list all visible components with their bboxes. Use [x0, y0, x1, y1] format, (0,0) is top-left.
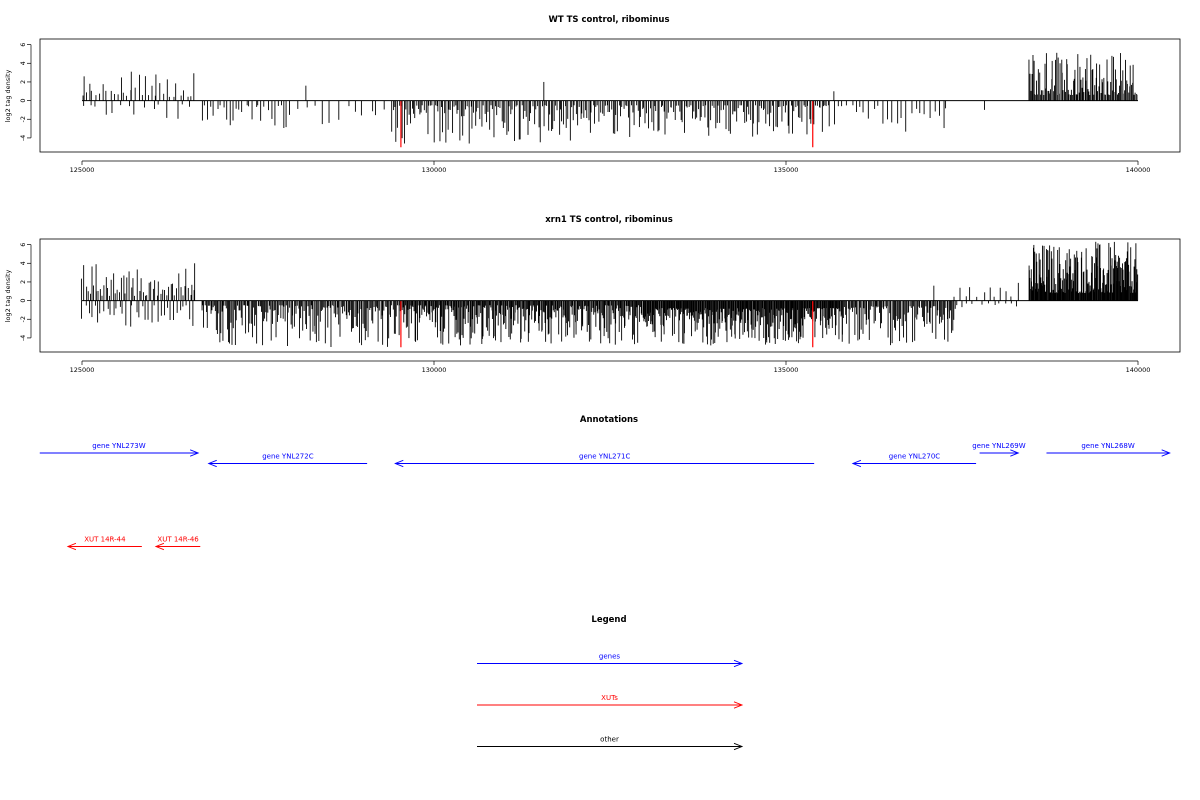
panel-xrn1-y-tick-label: 6 [19, 243, 27, 247]
panel-xrn1-y-tick-label: -2 [19, 316, 27, 322]
panel-wt-y-tick-label: -2 [19, 116, 27, 122]
panel-wt-title: WT TS control, ribominus [548, 15, 669, 25]
panel-xrn1-y-tick-label: -4 [19, 335, 27, 341]
xut-track-label: XUT 14R-46 [157, 536, 199, 544]
panel-xrn1-highlights [400, 300, 814, 348]
annotations-title: Annotations [580, 415, 638, 425]
legend-panel: Legend genes XUTs other [477, 615, 744, 751]
legend-title: Legend [591, 615, 626, 625]
panel-wt-y-tick-label: 2 [19, 80, 27, 84]
panel-xrn1-y-axis: 6 4 2 0 -2 -4 [19, 243, 32, 341]
panel-xrn1-bars [80, 241, 1139, 347]
gene-track-arrowhead [851, 459, 862, 468]
panel-xrn1-x-tick-label: 140000 [1126, 366, 1151, 374]
legend-item-other-arrowhead [733, 742, 744, 751]
panel-wt-y-tick-label: 4 [19, 61, 27, 65]
legend-item-genes-arrowhead [733, 659, 744, 668]
panel-wt-x-tick-label: 135000 [774, 166, 799, 174]
panel-xrn1-x-tick-label: 135000 [774, 366, 799, 374]
panel-wt-y-tick-label: 0 [19, 99, 27, 103]
gene-tracks: gene YNL273W gene YNL272C gene YNL271C gene… [39, 442, 1171, 468]
panel-xrn1-ylabel: log2 tag density [4, 270, 12, 323]
panel-wt-x-tick-label: 140000 [1126, 166, 1151, 174]
panel-wt-x-axis: 125000 130000 135000 140000 [70, 160, 1151, 174]
panel-wt-x-tick-label: 125000 [70, 166, 95, 174]
gene-track-arrowhead [1161, 449, 1171, 457]
panel-wt: WT TS control, ribominus log2 tag densit… [4, 15, 1181, 174]
panel-xrn1-title: xrn1 TS control, ribominus [545, 215, 673, 225]
panel-wt-highlights [400, 100, 814, 148]
gene-track-label: gene YNL268W [1081, 442, 1134, 450]
panel-wt-x-tick-label: 130000 [422, 166, 447, 174]
panel-xrn1-y-tick-label: 2 [19, 280, 27, 284]
panel-wt-ylabel: log2 tag density [4, 70, 12, 123]
panel-wt-plot-frame [39, 38, 1181, 153]
gene-track-label: gene YNL272C [262, 453, 313, 461]
gene-track-label: gene YNL273W [92, 442, 145, 450]
gene-track-label: gene YNL269W [972, 442, 1025, 450]
gene-track-arrowhead [207, 459, 217, 468]
legend-item-xuts-arrowhead [733, 701, 744, 709]
panel-xrn1-y-tick-label: 0 [19, 299, 27, 303]
panel-wt-y-axis: 6 4 2 0 -2 -4 [19, 43, 32, 141]
xut-track-arrowhead [154, 542, 165, 551]
xut-tracks: XUT 14R-44 XUT 14R-46 [66, 536, 201, 551]
panel-xrn1-plot-frame [39, 238, 1181, 353]
gene-track-arrowhead [1010, 449, 1020, 457]
legend-item-genes-label: genes [599, 653, 620, 661]
panel-xrn1-x-axis: 125000 130000 135000 140000 [70, 360, 1151, 374]
legend-item-xuts-label: XUTs [601, 694, 618, 702]
panel-xrn1: xrn1 TS control, ribominus log2 tag dens… [4, 215, 1181, 374]
legend-item-other-label: other [600, 736, 619, 744]
panel-wt-y-tick-label: -4 [19, 135, 27, 141]
legend-items: genes XUTs other [477, 653, 744, 751]
xut-track-label: XUT 14R-44 [84, 536, 126, 544]
gene-track-arrowhead [189, 449, 200, 457]
gene-track-arrowhead [394, 459, 404, 468]
gene-track-label: gene YNL270C [889, 453, 940, 461]
gene-track-label: gene YNL271C [579, 453, 630, 461]
panel-wt-y-tick-label: 6 [19, 43, 27, 47]
panel-wt-bars [82, 52, 1138, 144]
panel-xrn1-x-tick-label: 125000 [70, 366, 95, 374]
panel-xrn1-y-tick-label: 4 [19, 261, 27, 265]
xut-track-arrowhead [66, 542, 77, 551]
panel-xrn1-x-tick-label: 130000 [422, 366, 447, 374]
